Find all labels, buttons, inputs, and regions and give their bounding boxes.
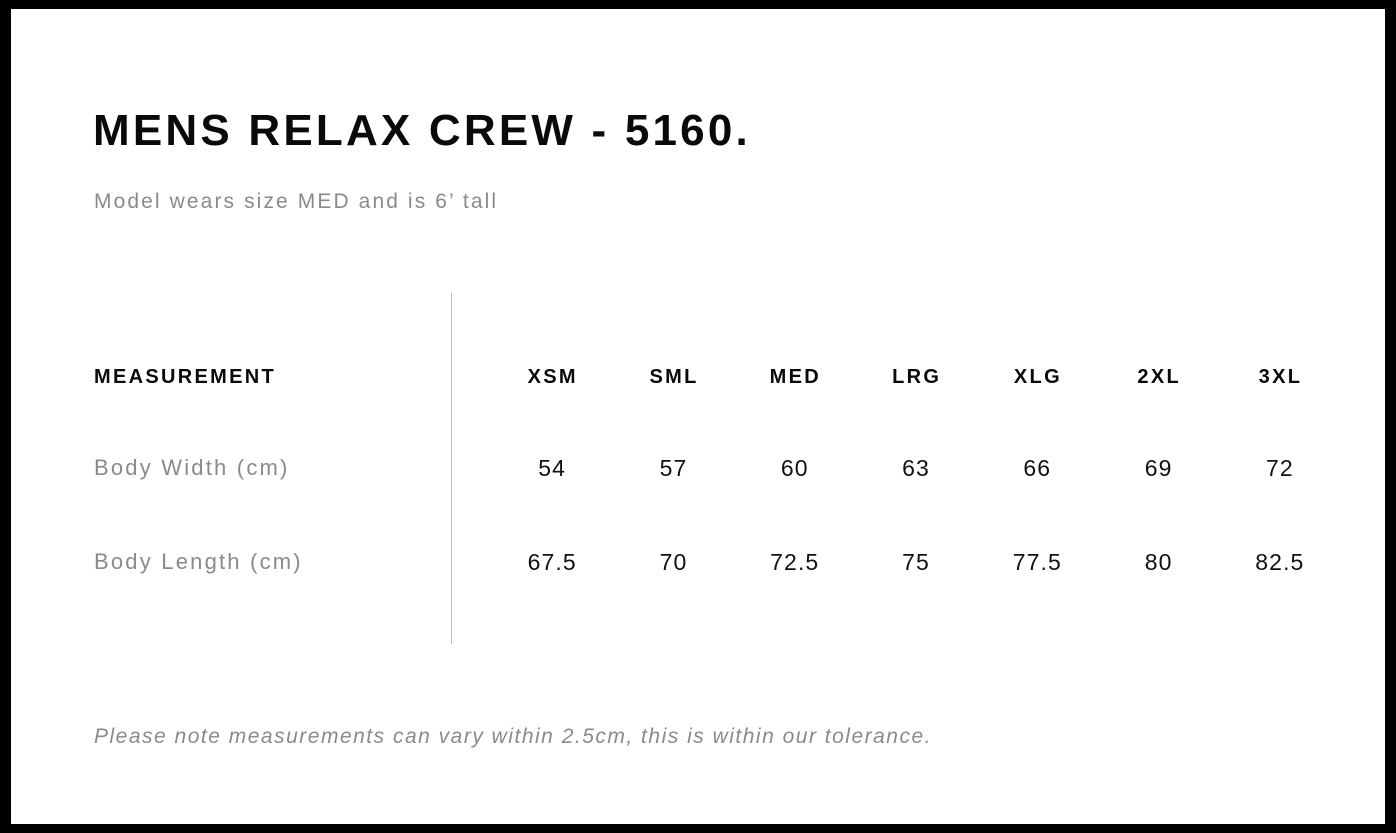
cell-body-length-lrg: 75: [902, 549, 930, 575]
size-column-headers: XSM SML MED LRG XLG 2XL 3XL: [491, 357, 1340, 397]
cell-body-length-xlg: 77.5: [1012, 549, 1062, 575]
cell-body-length-sml: 70: [659, 549, 688, 575]
row-label-body-width: Body Width (cm): [94, 455, 290, 480]
cell-body-length-med: 72.5: [770, 549, 820, 575]
cell-body-width-3xl: 72: [1265, 455, 1294, 481]
size-column-header-xsm: XSM: [527, 366, 578, 388]
cell-body-length-2xl: 80: [1144, 549, 1173, 575]
column-header-measurement: MEASUREMENT: [94, 366, 276, 388]
tolerance-footnote: Please note measurements can vary within…: [94, 725, 933, 748]
table-row: Body Length (cm) 67.5 70 72.5 75 77.5 80…: [11, 542, 1385, 582]
size-column-header-lrg: LRG: [892, 366, 942, 388]
size-chart-table: MEASUREMENT XSM SML MED LRG XLG 2XL 3XL …: [11, 9, 1385, 824]
cell-body-length-3xl: 82.5: [1255, 549, 1305, 575]
table-row: Body Width (cm) 54 57 60 63 66 69 72: [11, 448, 1385, 488]
model-info-subtitle: Model wears size MED and is 6’ tall: [94, 190, 499, 213]
column-divider: [451, 293, 452, 644]
cell-body-width-sml: 57: [659, 455, 688, 481]
size-column-header-sml: SML: [649, 366, 699, 388]
size-chart-card: MENS RELAX CREW - 5160. Model wears size…: [11, 9, 1385, 824]
cell-body-width-med: 60: [780, 455, 809, 481]
size-column-header-2xl: 2XL: [1137, 366, 1181, 388]
size-column-header-xlg: XLG: [1013, 366, 1062, 388]
row-label-body-length: Body Length (cm): [94, 549, 303, 574]
cell-body-width-lrg: 63: [902, 455, 930, 481]
row-values-body-width: 54 57 60 63 66 69 72: [491, 448, 1340, 488]
table-header-row: MEASUREMENT XSM SML MED LRG XLG 2XL 3XL: [11, 357, 1385, 397]
size-column-header-med: MED: [769, 366, 822, 388]
cell-body-width-xlg: 66: [1023, 455, 1052, 481]
cell-body-width-xsm: 54: [538, 455, 567, 481]
page-title: MENS RELAX CREW - 5160.: [93, 106, 751, 155]
size-column-header-3xl: 3XL: [1258, 366, 1303, 388]
row-values-body-length: 67.5 70 72.5 75 77.5 80 82.5: [491, 542, 1340, 582]
cell-body-length-xsm: 67.5: [527, 549, 577, 575]
cell-body-width-2xl: 69: [1144, 455, 1173, 481]
